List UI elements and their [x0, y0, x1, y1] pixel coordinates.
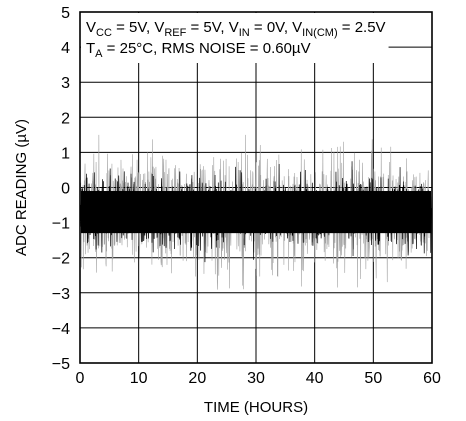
vref-value: = 5V,	[186, 19, 228, 36]
y-tick-label: −5	[52, 356, 70, 373]
vcc-subscript: CC	[96, 27, 112, 39]
y-tick-label: −3	[52, 286, 70, 303]
noise-series	[79, 134, 433, 290]
y-tick-label: 0	[61, 181, 70, 198]
x-tick-labels: 0 10 20 30 40 50 60	[76, 370, 441, 387]
y-tick-label: −1	[52, 216, 70, 233]
x-tick-label: 0	[76, 370, 85, 387]
plot-frame	[79, 11, 433, 364]
vcc-symbol: V	[86, 19, 96, 36]
vincm-symbol: V	[292, 19, 302, 36]
x-tick-label: 40	[306, 370, 324, 387]
vin-value: = 0V,	[250, 19, 292, 36]
y-tick-label: −2	[52, 251, 70, 268]
x-tick-label: 10	[130, 370, 148, 387]
vincm-value: = 2.5V	[338, 19, 386, 36]
x-tick-label: 30	[247, 370, 265, 387]
y-tick-label: 3	[61, 75, 70, 92]
y-tick-label: −4	[52, 321, 70, 338]
annotation-background	[81, 13, 389, 63]
ta-subscript: A	[95, 48, 103, 60]
vref-symbol: V	[154, 19, 164, 36]
y-tick-labels: 5 4 3 2 1 0 −1 −2 −3 −4 −5	[52, 5, 70, 373]
vin-subscript: IN	[239, 27, 250, 39]
annotation-line-1: VCC = 5V, VREF = 5V, VIN = 0V, VIN(CM) =…	[86, 19, 386, 39]
vref-subscript: REF	[164, 27, 186, 39]
y-tick-label: 2	[61, 110, 70, 127]
y-tick-label: 1	[61, 145, 70, 162]
ta-value: = 25°C, RMS NOISE = 0.60µV	[103, 40, 311, 57]
x-tick-label: 20	[188, 370, 206, 387]
x-tick-label: 50	[364, 370, 382, 387]
noise-trace-black	[79, 161, 433, 263]
vcc-value: = 5V,	[112, 19, 154, 36]
vincm-subscript: IN(CM)	[302, 27, 337, 39]
y-axis-title: ADC READING (µV)	[13, 119, 30, 256]
vin-symbol: V	[229, 19, 239, 36]
y-tick-label: 5	[61, 5, 70, 22]
ta-symbol: T	[86, 40, 95, 57]
x-axis-title: TIME (HOURS)	[204, 399, 308, 416]
y-tick-label: 4	[61, 40, 70, 57]
annotation-line-2: TA = 25°C, RMS NOISE = 0.60µV	[86, 40, 311, 60]
x-tick-label: 60	[423, 370, 441, 387]
